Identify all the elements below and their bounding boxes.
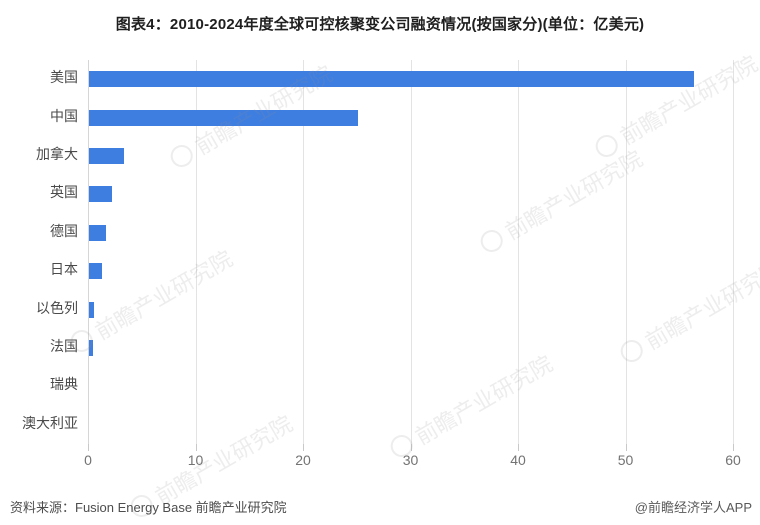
x-tick-10 [195,444,197,451]
chart-title: 图表4：2010-2024年度全球可控核聚变公司融资情况(按国家分)(单位：亿美… [115,16,645,33]
bar-英国 [89,186,112,203]
x-tick-40 [518,444,519,451]
x-tick-label-20: 20 [295,452,311,468]
x-tick-20 [303,444,304,451]
gridline-x-30 [410,60,412,444]
credit-note: @前瞻经济学人APP [634,500,752,515]
bar-中国 [89,109,358,126]
x-tick-0 [88,444,89,451]
category-label-德国: 德国 [50,224,78,240]
gridline-x-50 [625,60,627,444]
source-note: 资料来源：Fusion Energy Base 前瞻产业研究院 [10,500,287,515]
bar-以色列 [89,301,95,318]
x-tick-50 [625,444,627,451]
bar-加拿大 [89,148,125,164]
x-tick-label-40: 40 [510,452,526,468]
x-tick-60 [733,444,734,451]
x-tick-label-0: 0 [84,452,92,468]
gridline-x-10 [195,60,197,444]
category-label-英国: 英国 [50,186,78,202]
x-tick-label-60: 60 [725,452,741,468]
y-axis-line [88,60,89,451]
category-label-澳大利亚: 澳大利亚 [22,416,78,432]
bar-德国 [89,224,107,241]
plot-area [88,60,734,451]
x-tick-30 [410,444,412,451]
category-label-日本: 日本 [50,263,78,279]
bar-法国 [89,340,94,356]
category-label-以色列: 以色列 [36,301,78,317]
category-label-瑞典: 瑞典 [50,378,78,394]
category-label-加拿大: 加拿大 [36,148,78,163]
bar-日本 [89,263,102,280]
category-label-中国: 中国 [50,109,78,125]
gridline-x-40 [518,60,519,444]
bar-美国 [89,71,695,88]
x-tick-label-10: 10 [187,452,204,468]
category-label-法国: 法国 [50,340,78,355]
gridline-x-20 [303,60,304,444]
x-tick-label-30: 30 [402,452,419,468]
gridline-x-60 [733,60,734,444]
x-tick-label-50: 50 [617,452,634,468]
category-label-美国: 美国 [50,71,78,87]
